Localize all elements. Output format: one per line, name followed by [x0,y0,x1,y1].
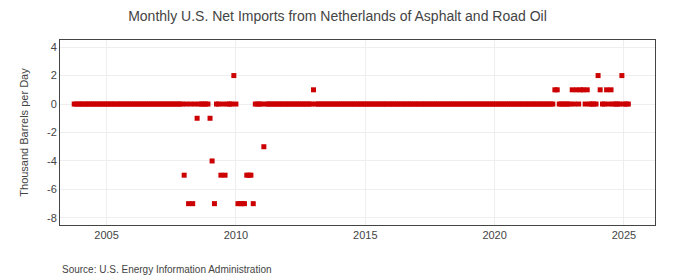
svg-text:2020: 2020 [482,229,506,241]
svg-text:-6: -6 [47,183,57,195]
svg-text:-2: -2 [47,126,57,138]
svg-text:2015: 2015 [353,229,377,241]
svg-text:Monthly U.S. Net Imports from: Monthly U.S. Net Imports from Netherland… [128,8,547,24]
svg-text:Source: U.S. Energy Informatio: Source: U.S. Energy Information Administ… [62,264,272,275]
svg-text:0: 0 [51,98,57,110]
svg-text:4: 4 [51,41,57,53]
svg-text:-8: -8 [47,212,57,224]
svg-text:-4: -4 [47,155,57,167]
svg-text:2: 2 [51,69,57,81]
svg-text:2010: 2010 [224,229,248,241]
svg-text:2025: 2025 [612,229,636,241]
svg-text:2005: 2005 [94,229,118,241]
svg-text:Thousand Barrels per Day: Thousand Barrels per Day [18,68,30,197]
